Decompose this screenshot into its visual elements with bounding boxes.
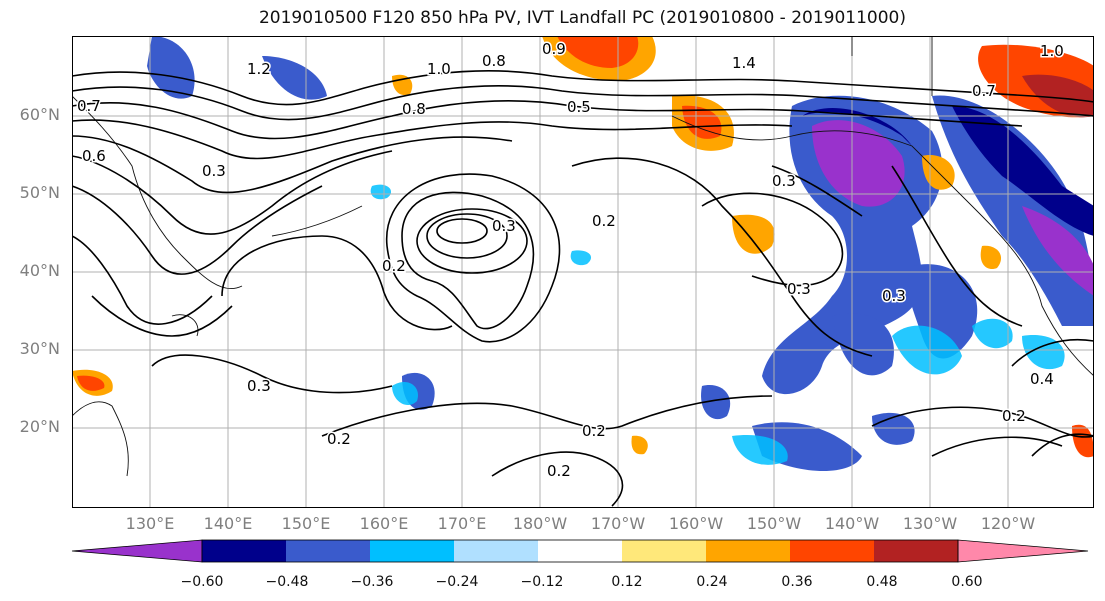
contour-label: 0.2 — [382, 257, 406, 275]
contour-label: 0.6 — [82, 147, 106, 165]
lon-label: 170°E — [437, 514, 487, 533]
colorbar-bin — [202, 540, 286, 562]
colorbar-outline — [201, 539, 959, 563]
colorbar-tick-label: −0.48 — [265, 574, 309, 590]
contour-label: 0.3 — [772, 172, 796, 190]
colorbar — [71, 539, 1089, 563]
contour-label: 0.5 — [567, 98, 591, 116]
lon-label: 150°W — [746, 514, 802, 533]
contour-label: 1.0 — [427, 60, 451, 78]
contour-label: 0.3 — [882, 287, 906, 305]
lon-label: 160°W — [668, 514, 724, 533]
contour-label: 0.2 — [582, 422, 606, 440]
colorbar-extension-max — [957, 539, 1089, 563]
contour-label: 0.7 — [77, 97, 101, 115]
lat-label: 50°N — [19, 183, 60, 202]
contour-label: 0.4 — [1030, 370, 1054, 388]
colorbar-bin — [874, 540, 958, 562]
colorbar-bin — [286, 540, 370, 562]
colorbar-tick-label: −0.12 — [520, 574, 564, 590]
contour-label: 0.9 — [542, 40, 566, 58]
lat-label: 60°N — [19, 105, 60, 124]
colorbar-bin — [370, 540, 454, 562]
colorbar-tick-label: −0.60 — [180, 574, 224, 590]
contour-label: 1.4 — [732, 54, 756, 72]
colorbar-extension-min — [71, 539, 203, 563]
colorbar-tick-label: 0.36 — [781, 574, 813, 590]
lat-label: 20°N — [19, 417, 60, 436]
colorbar-tick-label: −0.36 — [350, 574, 394, 590]
contour-label: 1.0 — [1040, 42, 1064, 60]
lon-label: 130°E — [125, 514, 175, 533]
lon-label: 140°W — [824, 514, 880, 533]
contour-label: 0.8 — [402, 100, 426, 118]
lat-label: 40°N — [19, 261, 60, 280]
pv-contours — [72, 69, 1094, 507]
colorbar-tick-label: 0.48 — [866, 574, 898, 590]
contour-label: 1.2 — [247, 60, 271, 78]
contour-label: 0.2 — [592, 212, 616, 230]
contour-label: 0.2 — [547, 462, 571, 480]
colorbar-segments — [71, 539, 1089, 563]
lon-label: 140°E — [203, 514, 253, 533]
lon-label: 170°W — [590, 514, 646, 533]
contour-label: 0.3 — [247, 377, 271, 395]
lon-label: 120°W — [980, 514, 1036, 533]
lon-label: 180°W — [512, 514, 568, 533]
colorbar-bin — [622, 540, 706, 562]
colorbar-bin — [790, 540, 874, 562]
colorbar-bin — [706, 540, 790, 562]
contour-label: 0.3 — [202, 162, 226, 180]
contour-label: 0.2 — [1002, 407, 1026, 425]
colorbar-tick-label: 0.12 — [611, 574, 643, 590]
contour-label: 0.3 — [492, 217, 516, 235]
map-panel: 1.2 1.0 0.8 0.9 1.4 1.0 0.7 0.5 0.6 0.8 … — [72, 36, 1094, 508]
contour-label: 0.3 — [787, 280, 811, 298]
lon-label: 130°W — [902, 514, 958, 533]
colorbar-bin — [454, 540, 538, 562]
contour-label: 0.8 — [482, 52, 506, 70]
colorbar-bin — [538, 540, 622, 562]
colorbar-tick-label: −0.24 — [435, 574, 479, 590]
contour-label-group: 1.2 1.0 0.8 0.9 1.4 1.0 0.7 0.5 0.6 0.8 … — [76, 39, 1066, 482]
colorbar-tick-label: 0.24 — [696, 574, 728, 590]
contour-label: 0.2 — [327, 430, 351, 448]
lon-label: 150°E — [281, 514, 331, 533]
colorbar-tick-label: 0.60 — [951, 574, 983, 590]
contour-label: 0.7 — [972, 82, 996, 100]
map-title: 2019010500 F120 850 hPa PV, IVT Landfall… — [258, 8, 906, 28]
lon-label: 160°E — [359, 514, 409, 533]
coastlines — [72, 36, 1094, 477]
lat-label: 30°N — [19, 339, 60, 358]
